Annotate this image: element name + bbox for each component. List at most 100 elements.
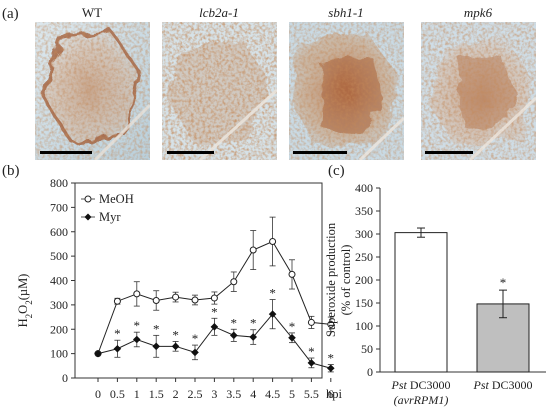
y-axis-title: Superoxide production(% of control)	[324, 222, 353, 337]
significance-star: *	[269, 286, 276, 301]
y-axis-title-part: 2	[24, 314, 34, 319]
y-tick-label: 600	[50, 225, 68, 239]
legend-marker-meoh	[84, 195, 92, 203]
y-tick-label: 300	[355, 227, 373, 241]
category-label-plain: DC3000	[489, 378, 533, 392]
y-tick-label: 500	[50, 249, 68, 263]
y-axis-title-part: O	[16, 305, 30, 314]
data-point-myr	[133, 335, 141, 344]
x-tick-label: 2.5	[188, 387, 203, 401]
data-point-myr	[307, 359, 316, 367]
y-tick-label: 0	[367, 365, 373, 379]
y-axis-title-part: H	[16, 318, 30, 327]
y-tick-label: 350	[355, 204, 373, 218]
micrograph-sbh1-1	[289, 22, 404, 160]
data-point-myr	[191, 348, 199, 357]
category-label-line2: (avrRPM1)	[394, 393, 449, 407]
significance-star: *	[192, 331, 199, 346]
y-tick-label: 0	[62, 371, 68, 385]
image-title-mpk6: mpk6	[464, 5, 493, 20]
data-point-meoh	[210, 294, 218, 302]
data-point-myr	[249, 333, 257, 341]
y-axis-title-line1: Superoxide production	[324, 222, 338, 337]
significance-star: *	[250, 316, 257, 331]
scale-bar-wt	[40, 151, 92, 154]
legend-label-meoh: MeOH	[99, 192, 134, 206]
y-tick-label: 100	[355, 319, 373, 333]
data-point-meoh	[307, 318, 315, 326]
data-point-myr	[327, 364, 335, 373]
data-point-myr	[230, 331, 238, 340]
x-tick-label: 0	[95, 387, 101, 401]
scale-bar-mpk6	[425, 151, 473, 154]
y-tick-label: 250	[355, 250, 373, 264]
y-axis-title-part: 2	[24, 300, 34, 305]
data-point-meoh	[172, 293, 180, 301]
x-tick-label: 1	[134, 387, 140, 401]
y-tick-label: 100	[50, 347, 68, 361]
significance-star: *	[114, 326, 121, 341]
category-label: Pst DC3000	[390, 378, 450, 392]
category-label-italic: Pst	[472, 378, 489, 392]
significance-star: *	[289, 319, 296, 334]
significance-star: *	[211, 304, 218, 319]
y-tick-label: 400	[355, 181, 373, 195]
data-point-myr	[113, 344, 122, 353]
y-tick-label: 300	[50, 298, 68, 312]
significance-star: *	[153, 321, 160, 336]
y-axis-title-line2: (% of control)	[339, 245, 353, 316]
x-axis-unit-label: hpi	[326, 387, 343, 401]
significance-star: *	[308, 344, 315, 359]
y-tick-label: 800	[50, 176, 68, 190]
line-chart-h2o2: 0 100 200 300 400 500 600 700 800 0 0.5 1 1.5 2 2.5 3 3.…	[16, 176, 343, 401]
y-axis-title-part: (µM)	[16, 274, 30, 301]
y-tick-label: 700	[50, 200, 68, 214]
scale-bar-sbh1-1	[293, 151, 347, 154]
y-tick-label: 150	[355, 296, 373, 310]
data-point-meoh	[113, 297, 121, 305]
y-tick-label: 50	[361, 342, 373, 356]
significance-star: *	[328, 351, 335, 366]
data-point-meoh	[191, 296, 199, 304]
y-axis-title: H2O2(µM)	[16, 274, 34, 328]
category-label-italic: Pst	[390, 378, 407, 392]
data-point-myr	[152, 342, 160, 351]
significance-star: *	[231, 315, 238, 330]
y-tick-label: 200	[50, 322, 68, 336]
data-point-myr	[288, 333, 296, 342]
micrograph-lcb2a-1	[162, 22, 277, 160]
x-tick-label: 6	[328, 387, 334, 401]
significance-star: *	[134, 318, 141, 333]
data-point-meoh	[249, 246, 257, 254]
data-point-meoh	[230, 278, 238, 286]
y-tick-label: 200	[355, 273, 373, 287]
x-tick-label: 4	[250, 387, 256, 401]
bar	[394, 232, 448, 373]
data-point-myr	[268, 310, 277, 318]
micrograph-mpk6	[421, 22, 536, 160]
y-tick-label: 400	[50, 274, 68, 288]
x-tick-label: 2	[173, 387, 179, 401]
x-tick-label: 3.5	[226, 387, 241, 401]
bar-chart-superoxide: 0 50 100 150 200 250 300 350 400 Superoxide produ…	[324, 181, 546, 407]
data-point-meoh	[327, 320, 335, 328]
panel-b-label: (b)	[2, 163, 20, 179]
data-point-meoh	[152, 296, 160, 304]
data-point-meoh	[133, 290, 141, 298]
data-point-meoh	[269, 238, 277, 245]
data-point-meoh	[288, 270, 296, 278]
category-label: Pst DC3000	[472, 378, 532, 392]
x-tick-label: 3	[211, 387, 217, 401]
category-label-plain: DC3000	[407, 378, 451, 392]
x-tick-label: 5	[289, 387, 295, 401]
x-tick-label: 4.5	[265, 387, 280, 401]
significance-star: *	[500, 275, 507, 290]
image-title-sbh1-1: sbh1-1	[328, 5, 363, 20]
x-tick-label: 1.5	[149, 387, 164, 401]
significance-star: *	[172, 327, 179, 342]
data-point-myr	[171, 342, 180, 351]
image-title-lcb2a-1: lcb2a-1	[199, 5, 239, 20]
legend-marker-myr	[84, 213, 92, 221]
image-title-wt: WT	[82, 5, 102, 20]
